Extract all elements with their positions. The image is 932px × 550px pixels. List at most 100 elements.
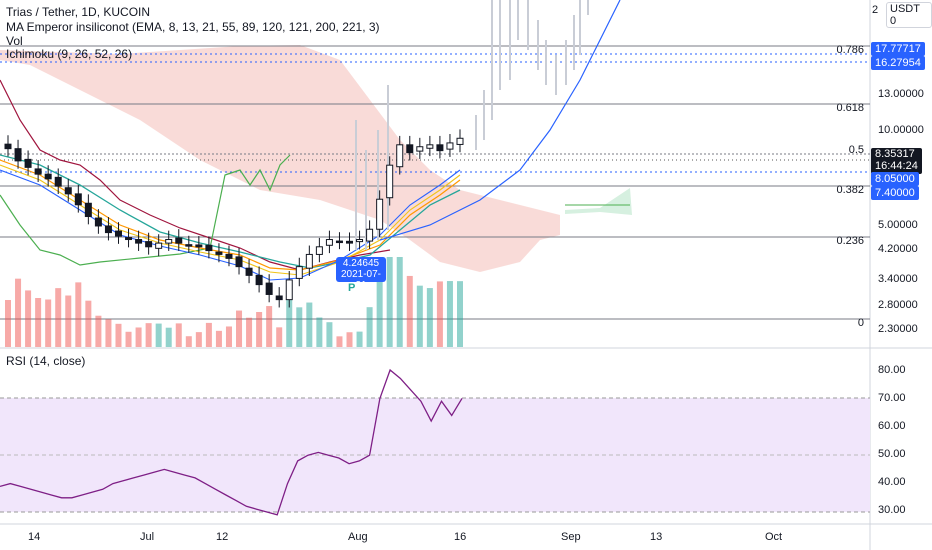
volume-bar xyxy=(195,332,202,347)
price-tag-1: 17.77717 xyxy=(871,42,925,56)
x-axis-label: 13 xyxy=(650,531,663,543)
currency-button[interactable]: USDT 0 xyxy=(886,2,932,28)
x-axis-label: 12 xyxy=(216,531,229,543)
volume-bar xyxy=(426,288,433,347)
volume-bar xyxy=(306,302,313,347)
volume-bar xyxy=(436,281,443,347)
rsi-axis-label: 40.00 xyxy=(878,476,906,488)
volume-bar xyxy=(125,331,132,347)
volume-bar xyxy=(256,312,263,347)
volume-bar xyxy=(326,322,333,347)
volume-bar xyxy=(135,327,142,347)
price-tag-4: 7.40000 xyxy=(871,186,919,200)
volume-bar xyxy=(316,317,323,347)
candlesticks xyxy=(4,129,464,308)
volume-bar xyxy=(75,282,82,347)
volume-bar xyxy=(65,295,72,347)
candle-body xyxy=(235,256,243,268)
volume-bar xyxy=(55,288,62,347)
x-axis-label: 14 xyxy=(28,531,41,543)
volume-bar xyxy=(296,307,303,347)
fib-label: 0.382 xyxy=(836,184,864,196)
price-axis-label: 13.00000 xyxy=(878,88,924,100)
currency-suffix: 0 xyxy=(890,15,897,27)
fib-label: 0.618 xyxy=(836,102,864,114)
rsi-axis-label: 50.00 xyxy=(878,448,906,460)
tooltip-price: 4.24645 xyxy=(342,258,380,269)
price-tag-2: 16.27954 xyxy=(871,56,925,70)
candle-body xyxy=(265,282,273,295)
x-axis-label: 16 xyxy=(454,531,467,543)
volume-bar xyxy=(457,281,463,347)
volume-bar xyxy=(396,257,403,347)
x-axis-label: Oct xyxy=(765,531,783,543)
volume-bar xyxy=(145,323,152,347)
candle-body xyxy=(14,148,22,162)
candle-body xyxy=(426,144,434,149)
candle-body xyxy=(335,240,343,244)
candle-body xyxy=(195,244,203,248)
ghost-projection-bars xyxy=(355,0,589,250)
volume-bar xyxy=(225,326,232,347)
rsi-axis-label: 80.00 xyxy=(878,364,906,376)
price-axis-label: 4.20000 xyxy=(878,243,918,255)
rsi-legend[interactable]: RSI (14, close) xyxy=(6,354,86,368)
candle-body xyxy=(84,202,92,218)
volume-bar xyxy=(5,300,11,347)
price-tag-3: 8.05000 xyxy=(871,172,919,186)
candle-body xyxy=(386,164,394,199)
volume-bar xyxy=(35,298,42,347)
volume-bar xyxy=(336,336,343,347)
price-axis-label: 2.80000 xyxy=(878,299,918,311)
x-axis-label: Jul xyxy=(140,531,155,543)
volume-bar xyxy=(185,336,192,347)
ichimoku-legend[interactable]: Ichimoku (9, 26, 52, 26) xyxy=(6,47,133,61)
candle-body xyxy=(305,253,313,269)
candle-body xyxy=(44,173,52,180)
fib-label: 0.236 xyxy=(836,235,864,247)
candle-body xyxy=(436,144,444,152)
volume-bar xyxy=(95,315,102,347)
candle-body xyxy=(325,239,333,246)
volume-bar xyxy=(155,323,162,347)
fib-label: 0.5 xyxy=(848,144,864,156)
price-axis-label: 10.00000 xyxy=(878,124,924,136)
candle-body xyxy=(54,176,62,187)
volume-bar xyxy=(346,332,353,347)
candle-body xyxy=(165,239,173,244)
rsi-axis-label: 60.00 xyxy=(878,420,906,432)
volume-bar xyxy=(406,275,413,347)
fib-label: 0.786 xyxy=(836,44,864,56)
candle-body xyxy=(114,230,122,237)
volume-bars xyxy=(5,257,463,347)
candle-body xyxy=(396,144,404,168)
volume-bar xyxy=(45,299,52,347)
candle-body xyxy=(4,143,12,150)
volume-bar xyxy=(376,257,383,347)
candle-body xyxy=(205,244,213,252)
price-axis-label: 3.40000 xyxy=(878,273,918,285)
candle-body xyxy=(315,246,323,255)
candle-body xyxy=(155,242,163,249)
symbol-legend[interactable]: Trias / Tether, 1D, KUCOIN xyxy=(6,5,151,19)
candle-body xyxy=(275,295,283,301)
ma-indicator-legend[interactable]: MA Emperor insiliconot (EMA, 8, 13, 21, … xyxy=(6,20,380,34)
candle-body xyxy=(125,237,133,241)
price-axis-label: 2.30000 xyxy=(878,323,918,335)
volume-legend[interactable]: Vol xyxy=(6,34,23,48)
volume-bar xyxy=(246,317,253,347)
candle-body xyxy=(346,240,354,244)
candle-body xyxy=(135,239,143,244)
currency-prefix: 2 xyxy=(872,4,879,16)
candle-body xyxy=(34,168,42,175)
current-price-tag: 8.35317 16:44:24 xyxy=(871,148,922,174)
candle-countdown: 16:44:24 xyxy=(875,160,918,172)
candle-body xyxy=(285,279,293,301)
tooltip-date: 2021-07-31 xyxy=(340,269,382,291)
volume-bar xyxy=(446,281,453,347)
candle-body xyxy=(406,144,414,154)
candle-body xyxy=(145,241,153,248)
volume-bar xyxy=(266,306,273,347)
volume-bar xyxy=(386,257,393,347)
